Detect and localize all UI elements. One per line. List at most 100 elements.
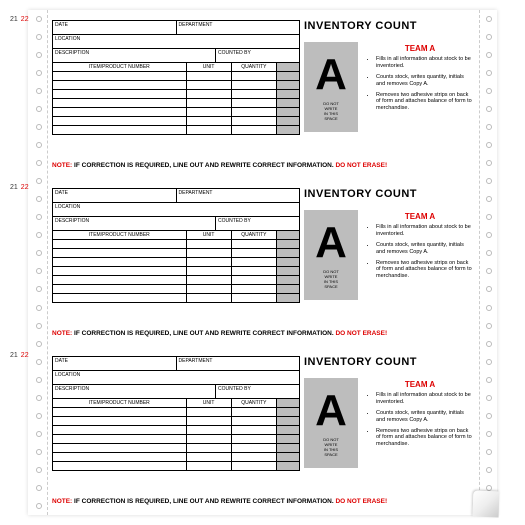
cell-spacer — [277, 426, 299, 434]
field-location: LOCATION — [53, 35, 299, 48]
header-row-3: DESCRIPTIONCOUNTED BY — [52, 384, 300, 398]
grid-body — [52, 407, 300, 471]
grid-row — [53, 266, 299, 275]
slip-title: INVENTORY COUNT — [304, 20, 417, 32]
perf-hole — [36, 431, 42, 437]
form-area: DATEDEPARTMENTLOCATIONDESCRIPTIONCOUNTED… — [52, 188, 300, 303]
cell-spacer — [277, 462, 299, 470]
cell-item — [53, 435, 187, 443]
cell-spacer — [277, 417, 299, 425]
copy-letter-block: ADO NOTWRITEIN THISSPACE — [304, 378, 358, 468]
cell-qty — [232, 126, 277, 134]
perf-hole — [36, 341, 42, 347]
cell-item — [53, 462, 187, 470]
cell-qty — [232, 108, 277, 116]
grid-row — [53, 443, 299, 452]
cell-spacer — [277, 126, 299, 134]
field-date: DATE — [53, 21, 177, 34]
page-num-1: 21 — [10, 352, 18, 359]
perf-hole — [36, 124, 42, 130]
cell-item — [53, 294, 187, 302]
page-number-marks: 2122 — [10, 184, 29, 191]
copy-letter-block: A DO NOTWRITEIN THISSPACE — [304, 210, 358, 300]
perf-hole — [486, 286, 492, 292]
cell-unit — [187, 240, 232, 248]
page-num-2: 22 — [21, 184, 29, 191]
cell-item — [53, 108, 187, 116]
grid-row — [53, 293, 299, 302]
cell-spacer — [277, 249, 299, 257]
perf-hole — [36, 70, 42, 76]
grid-header-spacer — [277, 399, 299, 407]
cell-spacer — [277, 267, 299, 275]
correction-note: NOTE: IF CORRECTION IS REQUIRED, LINE OU… — [52, 330, 472, 337]
cell-item — [53, 417, 187, 425]
cell-qty — [232, 435, 277, 443]
perf-hole — [36, 214, 42, 220]
perf-hole — [486, 395, 492, 401]
team-bullet: Counts stock, writes quantity, initials … — [376, 242, 474, 256]
grid-body — [52, 239, 300, 303]
perf-hole — [486, 160, 492, 166]
note-suffix: DO NOT ERASE! — [335, 498, 387, 505]
perforation-strip-right — [479, 10, 497, 515]
field-counted-by: COUNTED BY — [216, 49, 299, 62]
copy-letter-block: ADO NOTWRITEIN THISSPACE — [304, 42, 358, 132]
cell-unit — [187, 258, 232, 266]
field-date: DATE — [53, 357, 177, 370]
field-counted-by: COUNTED BY — [216, 217, 299, 230]
cell-spacer — [277, 99, 299, 107]
perf-hole — [36, 268, 42, 274]
perf-hole — [36, 305, 42, 311]
perf-hole — [486, 16, 492, 22]
cell-unit — [187, 417, 232, 425]
grid-row — [53, 407, 299, 416]
grid-row — [53, 257, 299, 266]
perf-hole — [486, 377, 492, 383]
note-prefix: NOTE: — [52, 162, 72, 169]
header-row-2: LOCATION — [52, 370, 300, 384]
perf-hole — [486, 34, 492, 40]
cell-spacer — [277, 435, 299, 443]
grid-row — [53, 452, 299, 461]
grid-header: ITEM/PRODUCT NUMBERUNITQUANTITY — [52, 62, 300, 71]
cell-qty — [232, 258, 277, 266]
perf-hole — [486, 106, 492, 112]
perf-hole — [486, 268, 492, 274]
grid-header-spacer — [277, 231, 299, 239]
perf-hole — [486, 142, 492, 148]
cell-unit — [187, 90, 232, 98]
cell-item — [53, 453, 187, 461]
perf-hole — [36, 52, 42, 58]
grid-row — [53, 275, 299, 284]
team-bullet: Counts stock, writes quantity, initials … — [376, 410, 474, 424]
cell-qty — [232, 444, 277, 452]
page-num-2: 22 — [21, 352, 29, 359]
grid-header: ITEM/PRODUCT NUMBERUNITQUANTITY — [52, 398, 300, 407]
copy-letter: A — [315, 221, 347, 265]
grid-header-unit: UNIT — [187, 63, 232, 71]
cell-unit — [187, 108, 232, 116]
inventory-slip: DATEDEPARTMENTLOCATIONDESCRIPTIONCOUNTED… — [48, 350, 479, 510]
slip-title: INVENTORY COUNT — [304, 188, 417, 200]
cell-item — [53, 126, 187, 134]
perf-hole — [36, 323, 42, 329]
do-not-write-label: DO NOTWRITEIN THISSPACE — [323, 269, 339, 290]
cell-item — [53, 426, 187, 434]
header-row-2: LOCATION — [52, 202, 300, 216]
team-instructions: TEAM AFills in all information about sto… — [366, 380, 474, 452]
cell-spacer — [277, 90, 299, 98]
grid-row — [53, 284, 299, 293]
perf-hole — [486, 232, 492, 238]
grid-row — [53, 248, 299, 257]
perf-hole — [36, 467, 42, 473]
team-bullet: Counts stock, writes quantity, initials … — [376, 74, 474, 88]
cell-item — [53, 276, 187, 284]
page-curl-icon — [473, 491, 500, 518]
perf-hole — [486, 214, 492, 220]
grid-header-qty: QUANTITY — [232, 63, 277, 71]
perf-hole — [36, 359, 42, 365]
cell-item — [53, 267, 187, 275]
grid-header-item: ITEM/PRODUCT NUMBER — [53, 231, 187, 239]
grid-row — [53, 239, 299, 248]
